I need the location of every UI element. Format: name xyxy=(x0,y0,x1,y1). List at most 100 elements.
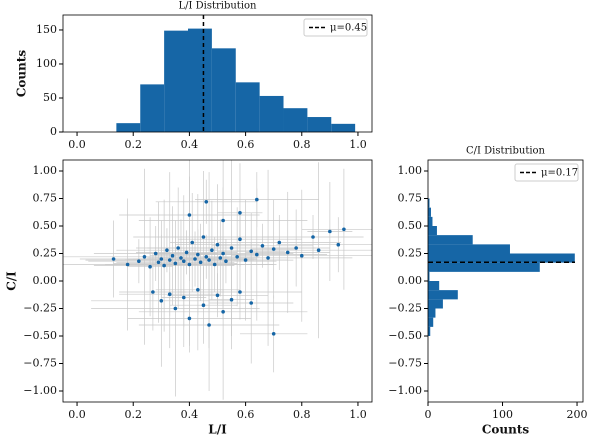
y-tick-label: 0.50 xyxy=(398,219,423,232)
x-tick-label: 0.8 xyxy=(293,408,311,421)
axes-frame xyxy=(427,159,584,403)
point xyxy=(221,218,225,223)
point xyxy=(249,301,254,305)
point xyxy=(294,246,298,250)
legend-box xyxy=(514,163,579,182)
point xyxy=(173,261,178,266)
point xyxy=(299,253,304,258)
point xyxy=(142,254,147,259)
point xyxy=(201,235,206,239)
bar xyxy=(259,95,284,132)
y-tick-label: 0.50 xyxy=(33,219,58,232)
point xyxy=(224,259,228,264)
bar xyxy=(235,82,260,132)
y-tick-label: −0.50 xyxy=(388,329,422,342)
bar xyxy=(428,253,575,263)
point xyxy=(342,227,346,232)
point xyxy=(207,323,211,327)
point xyxy=(187,262,192,267)
point xyxy=(238,237,242,241)
chart-title: C/I Distribution xyxy=(466,146,546,157)
bar xyxy=(188,28,212,132)
panel: μ=0.17 0 100 200 1.00 0.75 0.50 0.25 0.00 −0.25 −0… xyxy=(388,146,587,437)
point xyxy=(204,200,209,204)
x-tick-label: 0.6 xyxy=(237,408,255,421)
point xyxy=(221,310,225,314)
point xyxy=(111,257,116,261)
error-bars xyxy=(63,160,372,400)
point xyxy=(215,242,220,247)
bar xyxy=(428,198,430,208)
point xyxy=(170,253,175,258)
point xyxy=(173,306,178,311)
y-tick-label: 0.25 xyxy=(33,247,58,260)
bar xyxy=(307,117,332,132)
point xyxy=(187,213,192,217)
legend-label: μ=0.17 xyxy=(541,168,578,179)
point xyxy=(238,290,242,294)
point xyxy=(210,248,214,252)
point xyxy=(229,297,234,302)
bar xyxy=(428,207,431,217)
y-tick-label: −1.00 xyxy=(23,384,57,397)
point xyxy=(255,252,259,257)
point xyxy=(218,256,223,260)
x-tick-label: 1.0 xyxy=(349,138,367,151)
y-tick-label: 0.00 xyxy=(398,274,423,287)
point xyxy=(162,263,166,268)
point xyxy=(184,250,189,255)
point xyxy=(148,264,152,269)
x-tick-label: 0.6 xyxy=(237,138,255,151)
axes-frame xyxy=(62,14,373,133)
point xyxy=(235,254,239,259)
point xyxy=(238,211,242,215)
point xyxy=(316,248,321,252)
x-tick-label: 0.2 xyxy=(124,138,142,151)
y-tick-label: 50 xyxy=(43,91,57,104)
point xyxy=(285,250,290,255)
point xyxy=(153,251,158,256)
bar xyxy=(428,308,436,318)
bar xyxy=(428,226,437,236)
bar xyxy=(428,299,443,309)
x-axis-label: L/I xyxy=(208,423,227,437)
point xyxy=(271,247,276,251)
point xyxy=(249,249,254,254)
point xyxy=(255,197,259,202)
point xyxy=(204,254,209,259)
point xyxy=(179,256,183,260)
x-axis-label: Counts xyxy=(482,423,530,437)
y-tick-label: 1.00 xyxy=(33,164,58,177)
point xyxy=(266,256,270,260)
x-tick-label: 0.0 xyxy=(68,138,86,151)
y-tick-label: 0.75 xyxy=(398,192,423,205)
y-tick-label: 100 xyxy=(36,57,57,70)
legend-label: μ=0.45 xyxy=(330,23,367,34)
bar xyxy=(331,123,356,132)
legend: μ=0.17 xyxy=(514,163,579,182)
bar xyxy=(428,235,473,245)
bar xyxy=(428,281,440,291)
point xyxy=(137,259,141,264)
bar xyxy=(428,290,458,300)
point xyxy=(176,246,180,250)
point xyxy=(229,246,234,250)
bar xyxy=(428,244,510,254)
y-tick-label: −0.75 xyxy=(23,357,57,370)
panel: 0.0 0.2 0.4 0.6 0.8 1.0 1.00 0.75 0.50 0.25 0.00 −0… xyxy=(5,159,373,437)
x-tick-label: 100 xyxy=(492,408,513,421)
bar xyxy=(116,123,141,132)
point xyxy=(181,295,186,300)
chart-title: L/I Distribution xyxy=(178,1,257,12)
y-tick-label: −0.50 xyxy=(23,329,57,342)
y-tick-label: 0.75 xyxy=(33,192,58,205)
x-tick-label: 1.0 xyxy=(349,408,367,421)
point xyxy=(181,259,186,264)
point xyxy=(167,292,172,297)
bar xyxy=(428,262,540,272)
bar xyxy=(211,48,236,133)
bar xyxy=(140,84,165,132)
bar xyxy=(428,216,433,226)
point xyxy=(328,229,332,234)
